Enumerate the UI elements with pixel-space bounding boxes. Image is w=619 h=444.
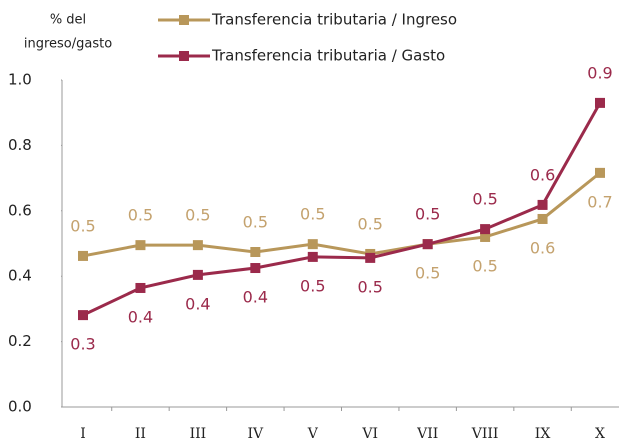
- y-tick-label: 0.6: [8, 201, 32, 219]
- data-label: 0.5: [357, 277, 382, 296]
- y-tick-label: 0.0: [8, 398, 32, 416]
- marker: [192, 240, 203, 251]
- marker: [480, 231, 491, 242]
- y-tick-label: 0.2: [8, 332, 32, 350]
- marker: [480, 224, 491, 235]
- marker: [78, 250, 88, 261]
- data-label: 0.5: [243, 213, 268, 232]
- marker: [595, 167, 605, 178]
- marker: [250, 247, 261, 258]
- data-label: 0.7: [587, 192, 612, 211]
- legend-marker: [179, 15, 189, 25]
- legend-label: Transferencia tributaria / Gasto: [211, 47, 445, 65]
- x-tick-label: V: [307, 426, 319, 442]
- marker: [250, 263, 261, 274]
- marker: [307, 251, 318, 262]
- x-tick-label: III: [190, 426, 207, 442]
- x-tick-label: IX: [535, 426, 551, 442]
- data-label: 0.5: [357, 214, 382, 233]
- x-tick-label: X: [595, 426, 605, 442]
- marker: [135, 240, 146, 251]
- data-label: 0.4: [243, 288, 268, 307]
- y-tick-label: 0.8: [8, 136, 32, 154]
- data-label: 0.6: [530, 238, 555, 257]
- marker: [365, 252, 376, 263]
- marker: [537, 213, 548, 224]
- data-label: 0.5: [472, 190, 497, 209]
- marker: [192, 269, 203, 280]
- marker: [537, 199, 548, 210]
- data-label: 0.5: [70, 216, 95, 235]
- data-label: 0.5: [472, 256, 497, 275]
- y-axis-label: % del: [50, 13, 86, 28]
- x-tick-label: VI: [361, 426, 378, 442]
- x-tick-label: IV: [248, 426, 265, 442]
- legend-label: Transferencia tributaria / Ingreso: [211, 11, 457, 29]
- data-label: 0.9: [587, 63, 612, 82]
- x-tick-label: I: [80, 426, 86, 442]
- x-tick-label: VIII: [471, 426, 499, 442]
- data-label: 0.4: [185, 294, 210, 313]
- data-label: 0.4: [128, 307, 153, 326]
- marker: [78, 310, 88, 321]
- marker: [135, 282, 146, 293]
- data-label: 0.5: [415, 205, 440, 224]
- data-label: 0.6: [530, 165, 555, 184]
- data-label: 0.5: [415, 264, 440, 283]
- y-axis-label: ingreso/gasto: [24, 37, 112, 52]
- legend-marker: [179, 51, 189, 61]
- data-label: 0.5: [300, 205, 325, 224]
- series-line: [82, 171, 601, 258]
- y-tick-label: 0.4: [8, 267, 32, 285]
- data-label: 0.5: [300, 276, 325, 295]
- marker: [307, 239, 318, 250]
- data-label: 0.5: [128, 206, 153, 225]
- series-line: [82, 102, 602, 317]
- data-label: 0.5: [185, 206, 210, 225]
- marker: [595, 97, 605, 108]
- y-tick-label: 1.0: [8, 71, 32, 89]
- marker: [422, 239, 433, 250]
- x-tick-label: II: [135, 426, 146, 442]
- x-tick-label: VII: [416, 426, 438, 442]
- data-label: 0.3: [70, 335, 95, 354]
